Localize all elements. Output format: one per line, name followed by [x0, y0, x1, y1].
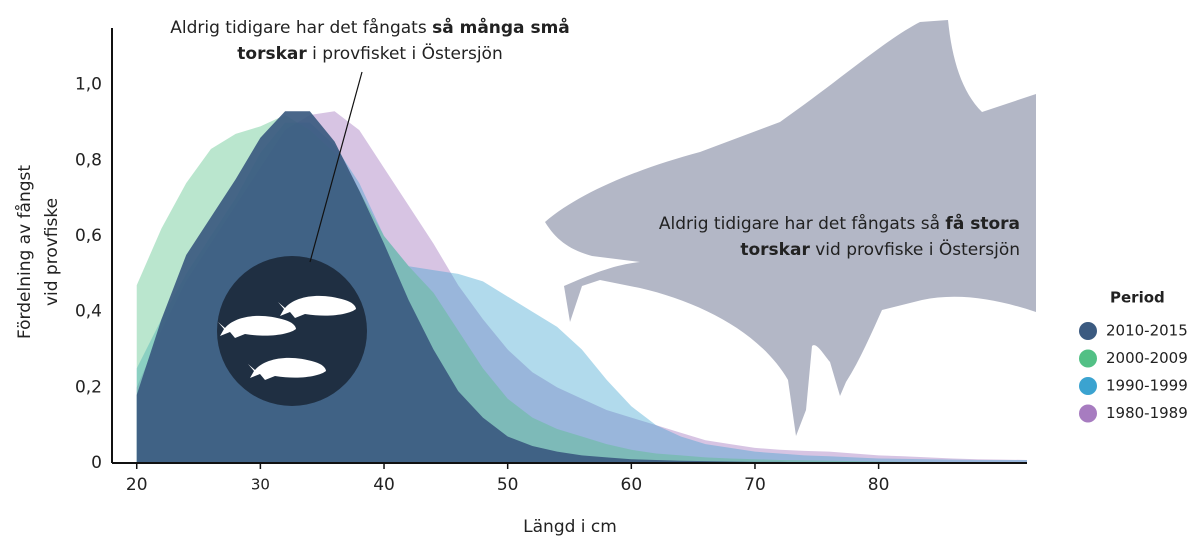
annotation-segment: Aldrig tidigare har det fångats så [659, 213, 946, 234]
legend-swatch [1079, 322, 1097, 340]
y-axis-title: vid provfiske [42, 198, 62, 306]
y-tick-label: 0 [91, 453, 102, 473]
legend-swatch [1079, 350, 1097, 368]
y-axis-title: Fördelning av fångst [14, 165, 35, 339]
legend-label: 1980-1989 [1106, 404, 1188, 422]
y-tick-label: 0,6 [75, 226, 102, 246]
y-tick-label: 0,2 [75, 377, 102, 397]
x-tick-label: 60 [621, 475, 643, 495]
annotation: torskar vid provfiske i Östersjön [740, 238, 1020, 260]
y-tick-label: 0,4 [75, 302, 102, 322]
x-tick-label: 50 [497, 475, 519, 495]
annotation: torskar i provfisket i Östersjön [237, 42, 502, 64]
annotation-segment: Aldrig tidigare har det fångats [170, 17, 432, 38]
legend-title: Period [1110, 289, 1165, 307]
legend-label: 2010-2015 [1106, 322, 1188, 340]
annotation: Aldrig tidigare har det fångats så få st… [659, 212, 1020, 234]
annotation-segment: i provfisket i Östersjön [307, 42, 503, 64]
annotation-segment: få stora [945, 212, 1020, 234]
x-tick-label: 70 [744, 475, 766, 495]
x-tick-label: 80 [868, 475, 890, 495]
y-tick-label: 0,8 [75, 150, 102, 170]
legend-swatch [1079, 405, 1097, 423]
x-tick-label: 40 [373, 475, 395, 495]
legend-label: 1990-1999 [1106, 377, 1188, 395]
y-tick-label: 1,0 [75, 75, 102, 95]
x-axis-title: Längd i cm [523, 517, 617, 537]
legend-swatch [1079, 377, 1097, 395]
annotation-segment: vid provfiske i Östersjön [810, 238, 1020, 260]
chart: 20 30 40 50 60 70 80 0 0,2 0,4 0,6 0,8 1,0 Längd i cm… [0, 0, 1195, 538]
annotation-segment: så många små [432, 16, 570, 38]
annotation: Aldrig tidigare har det fångats så många… [170, 16, 570, 38]
annotation-segment: torskar [237, 44, 307, 64]
x-tick-label: 20 [126, 475, 148, 495]
legend-label: 2000-2009 [1106, 349, 1188, 367]
annotation-segment: torskar [740, 240, 810, 260]
x-tick-label: 30 [251, 476, 270, 494]
